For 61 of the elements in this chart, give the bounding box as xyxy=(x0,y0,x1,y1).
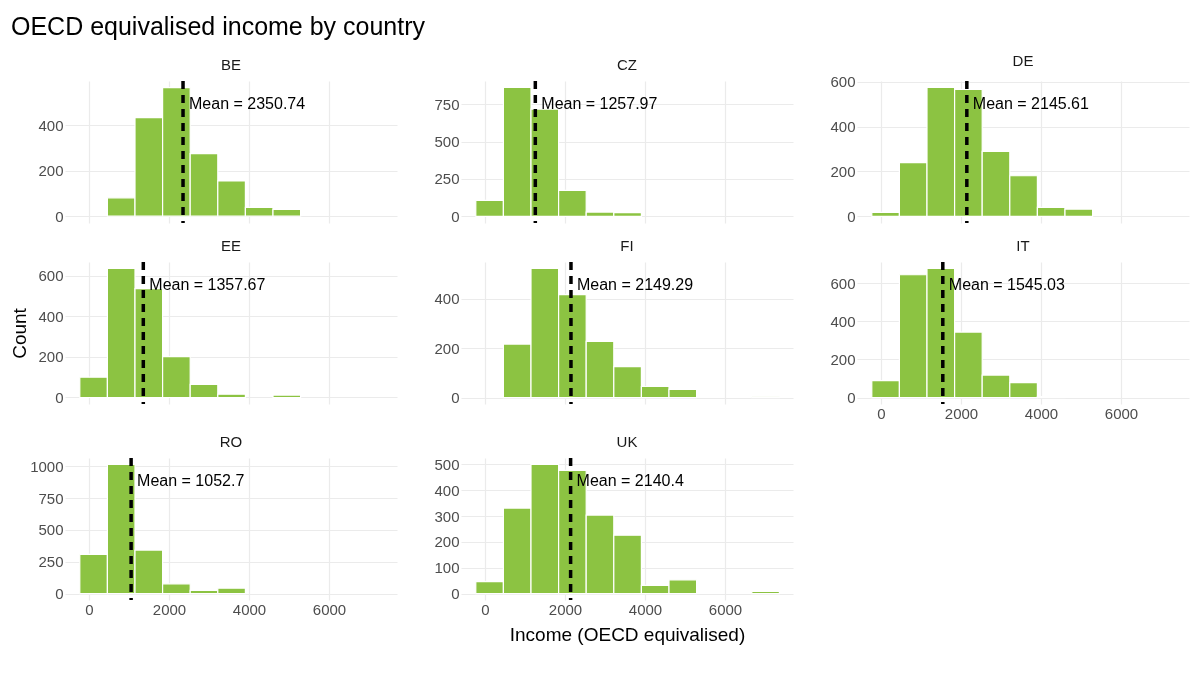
x-tick-label: 4000 xyxy=(1024,404,1059,422)
y-tick-label: 500 xyxy=(38,521,64,539)
y-tick-label: 600 xyxy=(830,274,856,292)
y-tick-label: 400 xyxy=(434,481,460,499)
chart-title: DE xyxy=(1012,51,1034,69)
ref-line-label: Mean = 2149.29 xyxy=(576,276,694,294)
y-tick-label: 400 xyxy=(830,312,856,330)
x-axis-title: Income (OECD equivalised) xyxy=(509,623,746,645)
y-tick-label: 400 xyxy=(434,290,460,308)
y-tick-label: 500 xyxy=(434,455,460,473)
y-tick-label: 500 xyxy=(434,133,460,151)
x-tick-label: 6000 xyxy=(312,600,347,618)
y-tick-label: 200 xyxy=(830,162,856,180)
y-tick-label: 250 xyxy=(38,553,64,571)
chart-title: EE xyxy=(220,237,242,255)
x-tick-label: 0 xyxy=(877,404,886,422)
y-tick-label: 200 xyxy=(38,348,64,366)
y-tick-label: 750 xyxy=(434,95,460,113)
y-tick-label: 200 xyxy=(434,339,460,357)
x-tick-label: 6000 xyxy=(708,600,743,618)
y-tick-label: 0 xyxy=(55,389,64,406)
y-axis-title: Count xyxy=(9,307,31,359)
y-tick-label: 200 xyxy=(434,533,460,551)
y-tick-label: 600 xyxy=(830,73,856,91)
y-tick-label: 0 xyxy=(451,207,460,225)
x-tick-label: 4000 xyxy=(628,600,663,618)
y-tick-label: 0 xyxy=(451,585,460,603)
x-tick-label: 2000 xyxy=(152,600,187,618)
ref-line-label: Mean = 1052.7 xyxy=(137,472,245,490)
chart-title: IT xyxy=(1016,237,1030,255)
y-tick-label: 0 xyxy=(847,389,856,407)
ref-line-label: Mean = 2350.74 xyxy=(189,94,306,112)
x-tick-label: 0 xyxy=(481,600,490,618)
y-tick-label: 0 xyxy=(55,585,64,603)
y-tick-label: 0 xyxy=(847,207,856,225)
y-tick-label: 200 xyxy=(38,162,64,180)
x-tick-label: 2000 xyxy=(944,404,979,422)
y-tick-label: 200 xyxy=(830,350,856,368)
chart-title: UK xyxy=(616,433,638,451)
x-tick-label: 2000 xyxy=(548,600,583,618)
y-tick-label: 400 xyxy=(830,118,856,136)
y-tick-label: 0 xyxy=(55,207,64,225)
y-tick-label: 600 xyxy=(38,267,64,285)
y-tick-label: 400 xyxy=(38,116,64,134)
y-tick-label: 0 xyxy=(451,389,460,407)
y-tick-label: 750 xyxy=(38,489,64,507)
ref-line-label: Mean = 1357.67 xyxy=(149,276,266,294)
chart-title: FI xyxy=(620,237,634,255)
y-tick-label: 100 xyxy=(434,559,460,577)
y-tick-label: 1000 xyxy=(30,457,64,475)
y-tick-label: 400 xyxy=(38,307,64,325)
y-tick-label: 250 xyxy=(434,170,460,188)
text: OECD equivalised income by country xyxy=(10,11,426,40)
chart-title: RO xyxy=(219,433,243,451)
x-tick-label: 0 xyxy=(85,600,94,618)
ref-line-label: Mean = 1257.97 xyxy=(541,95,658,112)
y-tick-label: 300 xyxy=(434,507,460,525)
x-tick-label: 6000 xyxy=(1104,404,1139,422)
x-tick-label: 4000 xyxy=(232,600,267,618)
chart-title: BE xyxy=(220,56,242,74)
chart-title: CZ xyxy=(617,56,637,74)
